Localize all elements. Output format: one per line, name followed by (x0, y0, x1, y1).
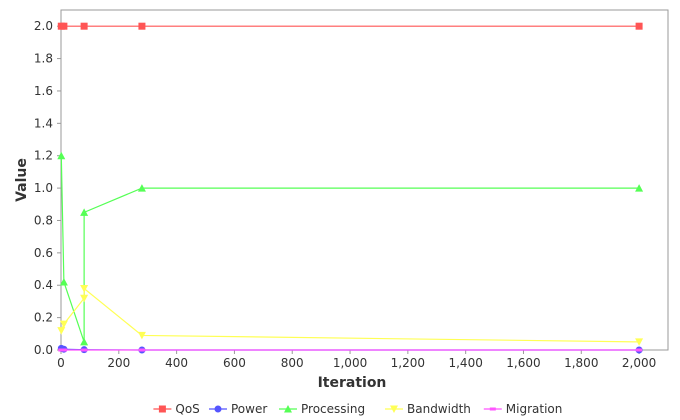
qos-point (80, 22, 88, 30)
processing-line (60, 155, 640, 343)
legend-marker (158, 405, 166, 413)
qos-point (60, 22, 68, 30)
series-processing (57, 151, 644, 346)
x-tick-label: 1,600 (506, 356, 540, 370)
x-tick-label: 1,200 (391, 356, 425, 370)
x-tick-label: 0 (57, 356, 65, 370)
processing-point (59, 278, 68, 286)
legend-label: Bandwidth (407, 402, 471, 416)
bandwidth-point (80, 294, 89, 303)
legend-label: Power (231, 402, 267, 416)
legend-label: Processing (301, 402, 365, 416)
processing-point (635, 184, 644, 192)
processing-point (137, 184, 146, 192)
x-tick-label: 200 (107, 356, 130, 370)
series-qos (57, 22, 643, 30)
y-tick-label: 1.0 (34, 181, 53, 195)
bandwidth-point (635, 338, 644, 346)
y-axis-title: Value (14, 158, 30, 202)
x-tick-label: 400 (165, 356, 188, 370)
y-axis-ticks: 0.0 0.2 0.4 0.6 0.8 1.0 1.2 1.4 1.6 1.8 2.0 (34, 19, 61, 357)
legend: QoS Power Processing Bandwidth Migration (153, 402, 562, 416)
x-tick-label: 1,400 (448, 356, 482, 370)
plot-area (60, 9, 669, 351)
y-tick-label: 0.4 (34, 278, 53, 292)
x-tick-label: 1,000 (333, 356, 367, 370)
bandwidth-point (80, 284, 89, 293)
bandwidth-point (137, 331, 146, 340)
legend-marker (489, 407, 496, 411)
legend-item-qos: QoS (153, 402, 200, 416)
legend-marker (390, 405, 398, 413)
x-tick-label: 600 (223, 356, 246, 370)
y-tick-label: 1.8 (34, 52, 53, 66)
bandwidth-point (57, 327, 66, 335)
series-layer (57, 22, 644, 354)
x-tick-label: 1,800 (564, 356, 598, 370)
bandwidth-point (59, 320, 68, 329)
migration-point (636, 348, 643, 352)
legend-item-power: Power (209, 402, 267, 416)
migration-point (81, 348, 88, 352)
y-tick-label: 0.0 (34, 343, 53, 357)
legend-item-bandwidth: Bandwidth (385, 402, 471, 416)
y-tick-label: 0.8 (34, 213, 53, 227)
y-tick-label: 0.2 (34, 311, 53, 325)
x-tick-label: 800 (281, 356, 304, 370)
processing-point (57, 151, 66, 160)
x-axis-ticks: 0 200 400 600 800 1,000 1,200 1,400 1,600 1,800 2,… (57, 350, 656, 370)
legend-item-processing: Processing (279, 402, 365, 416)
migration-point (138, 348, 145, 352)
y-tick-label: 2.0 (34, 19, 53, 33)
series-bandwidth (57, 284, 644, 346)
x-tick-label: 2,000 (622, 356, 656, 370)
legend-item-migration: Migration (483, 402, 563, 416)
legend-marker (214, 405, 222, 413)
processing-point (80, 337, 89, 346)
migration-point (60, 348, 67, 352)
y-tick-label: 1.2 (34, 149, 53, 163)
processing-point (80, 208, 89, 216)
legend-label: QoS (175, 402, 199, 416)
series-migration (58, 348, 643, 352)
qos-point (635, 22, 643, 30)
y-tick-label: 1.4 (34, 116, 53, 130)
legend-label: Migration (506, 402, 563, 416)
y-tick-label: 0.6 (34, 246, 53, 260)
legend-marker (284, 405, 292, 413)
y-tick-label: 1.6 (34, 84, 53, 98)
x-axis-title: Iteration (318, 375, 387, 391)
qos-point (138, 22, 146, 30)
